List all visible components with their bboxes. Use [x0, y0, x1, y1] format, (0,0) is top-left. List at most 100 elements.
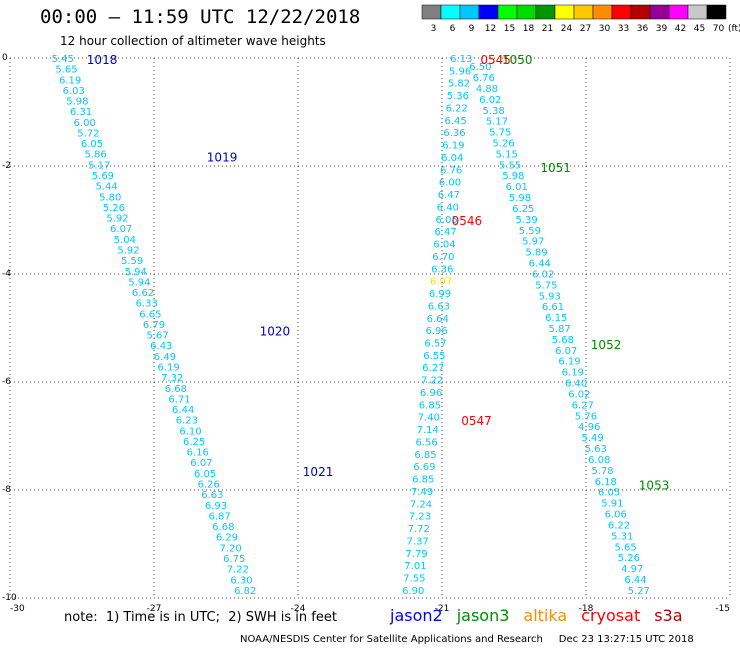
wave-height-value: 5.89	[525, 248, 547, 259]
wave-height-value: 6.68	[212, 522, 234, 533]
wave-height-value: 5.69	[92, 171, 114, 182]
legend-item-altika: altika	[523, 606, 568, 625]
wave-height-value: 6.40	[565, 379, 587, 390]
wave-height-value: 6.69	[413, 462, 435, 473]
wave-height-value: 6.19	[59, 75, 81, 86]
wave-height-value: 6.07	[555, 346, 577, 357]
wave-height-value: 5.72	[77, 128, 99, 139]
x-tick-label: -18	[579, 604, 594, 614]
x-tick-label: -15	[715, 604, 730, 614]
color-scale-label: 6	[450, 24, 456, 34]
color-scale-label: 70	[713, 24, 725, 34]
wave-height-value: 6.00	[74, 118, 96, 129]
pass-number-label: 0547	[461, 414, 492, 428]
wave-height-value: 5.49	[581, 433, 603, 444]
wave-height-value: 6.43	[150, 341, 172, 352]
wave-height-value: 6.93	[205, 501, 227, 512]
color-scale-swatch	[497, 4, 518, 20]
wave-height-value: 5.92	[117, 245, 139, 256]
wave-height-value: 6.71	[168, 394, 190, 405]
wave-height-value: 6.76	[440, 165, 462, 176]
wave-height-value: 6.29	[216, 533, 238, 544]
wave-height-value: 7.22	[421, 376, 443, 387]
wave-height-value: 4.97	[621, 564, 643, 575]
wave-height-value: 6.19	[157, 363, 179, 374]
wave-height-value: 6.33	[136, 299, 158, 310]
color-scale-swatch	[573, 4, 594, 20]
color-scale-swatch	[687, 4, 708, 20]
wave-height-value: 6.90	[402, 586, 424, 597]
wave-height-value: 5.39	[515, 215, 537, 226]
pass-number-label: 1053	[639, 479, 670, 493]
color-scale-label: 15	[504, 24, 515, 34]
wave-height-value: 6.45	[444, 116, 466, 127]
wave-height-value: 6.25	[512, 204, 534, 215]
y-tick-label: -2	[2, 161, 11, 171]
wave-height-value: 6.87	[209, 511, 231, 522]
footer-credit: NOAA/NESDIS Center for Satellite Applica…	[240, 634, 694, 645]
pass-number-label: 0545	[480, 53, 511, 67]
wave-height-value: 6.40	[437, 202, 459, 213]
y-tick-label: -4	[2, 269, 11, 279]
y-tick-label: -6	[2, 377, 11, 387]
wave-height-value: 7.55	[403, 574, 425, 585]
pass-number-label: 1020	[260, 325, 291, 339]
wave-height-value: 6.19	[562, 368, 584, 379]
wave-height-value: 5.59	[519, 226, 541, 237]
wave-height-value: 7.72	[408, 524, 430, 535]
color-scale-swatch	[706, 4, 727, 20]
wave-height-value: 5.92	[106, 214, 128, 225]
wave-height-value: 6.04	[433, 240, 455, 251]
wave-height-value: 7.22	[227, 565, 249, 576]
color-scale-swatch	[630, 4, 651, 20]
satellite-legend: jason2 jason3 altika cryosat s3a	[390, 606, 697, 625]
y-tick-label: 0	[2, 53, 8, 63]
wave-height-value: 5.98	[509, 193, 531, 204]
x-tick-label: -24	[291, 604, 306, 614]
wave-height-value: 5.63	[585, 444, 607, 455]
wave-height-value: 6.96	[426, 326, 448, 337]
wave-height-value: 6.18	[595, 477, 617, 488]
color-scale-label: 3	[431, 24, 437, 34]
wave-height-value: 6.47	[438, 190, 460, 201]
y-tick-label: -8	[2, 485, 11, 495]
wave-height-value: 6.15	[545, 313, 567, 324]
pass-number-label: 0546	[452, 214, 483, 228]
wave-height-value: 6.49	[154, 352, 176, 363]
wave-height-value: 6.08	[588, 455, 610, 466]
legend-item-s3a: s3a	[654, 606, 683, 625]
wave-height-value: 5.26	[103, 203, 125, 214]
pass-number-label: 1052	[591, 338, 622, 352]
wave-height-value: 6.44	[529, 259, 551, 270]
wave-height-value: 6.63	[201, 490, 223, 501]
wave-height-value: 6.75	[223, 554, 245, 565]
wave-height-value: 6.05	[194, 469, 216, 480]
wave-height-value: 7.32	[161, 373, 183, 384]
wave-height-value: 5.65	[55, 65, 77, 76]
wave-height-value: 6.47	[434, 227, 456, 238]
wave-height-value: 5.44	[95, 182, 117, 193]
wave-height-value: 5.87	[548, 324, 570, 335]
color-scale-swatch	[440, 4, 461, 20]
wave-height-value: 6.44	[172, 405, 194, 416]
wave-height-value: 6.76	[473, 73, 495, 84]
color-scale-swatch	[592, 4, 613, 20]
wave-height-value: 6.56	[415, 437, 437, 448]
wave-height-value: 5.97	[522, 237, 544, 248]
wave-height-value: 5.17	[486, 117, 508, 128]
wave-height-value: 5.67	[147, 331, 169, 342]
wave-height-value: 6.79	[143, 320, 165, 331]
y-tick-label: -10	[2, 593, 17, 603]
chart-subtitle: 12 hour collection of altimeter wave hei…	[60, 34, 326, 48]
color-scale-swatch	[459, 4, 480, 20]
wave-height-value: 7.37	[407, 536, 429, 547]
color-scale-swatch	[611, 4, 632, 20]
wave-height-value: 5.98	[66, 97, 88, 108]
wave-height-value: 5.78	[591, 466, 613, 477]
wave-height-value: 5.26	[618, 553, 640, 564]
pass-number-label: 1019	[207, 150, 238, 164]
x-tick-label: -27	[147, 604, 162, 614]
wave-height-value: 5.75	[535, 280, 557, 291]
wave-height-value: 5.38	[482, 106, 504, 117]
